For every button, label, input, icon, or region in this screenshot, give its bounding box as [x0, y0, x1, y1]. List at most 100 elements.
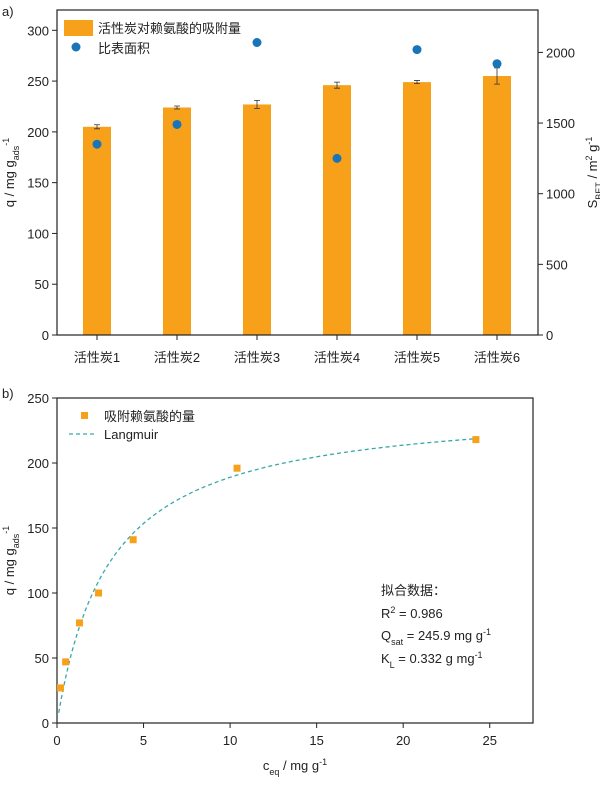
label-part: K [381, 651, 390, 666]
error-bar [174, 105, 180, 110]
label-part: ads [11, 533, 21, 548]
x-tick-label: 活性炭4 [314, 350, 360, 365]
y-tick-label: 0 [42, 716, 49, 731]
x-tick-label: 25 [482, 733, 496, 748]
y-tick-label: 200 [27, 125, 49, 140]
x-tick-label: 活性炭1 [74, 350, 120, 365]
y-tick-label: 50 [35, 277, 49, 292]
data-point [92, 139, 102, 149]
label-part: R [381, 606, 390, 621]
y-axis-label: q / mg gads-1 [1, 138, 21, 208]
x-tick-label: 活性炭6 [474, 350, 520, 365]
label-part: c [263, 758, 270, 773]
data-point [76, 619, 84, 627]
y-axis-label: q / mg gads-1 [1, 526, 21, 596]
fit-r2: R2 = 0.986 [381, 605, 443, 621]
error-bar [94, 124, 100, 130]
x-tick-label: 10 [223, 733, 237, 748]
label-part: eq [269, 767, 279, 777]
label-part: = 245.9 mg g [403, 628, 483, 643]
data-point [233, 464, 241, 472]
label-part: = 0.332 g mg [395, 651, 475, 666]
x-tick-label: 20 [396, 733, 410, 748]
fit-kl: KL = 0.332 g mg-1 [381, 650, 483, 670]
data-point [332, 153, 342, 163]
y2-tick-label: 0 [546, 328, 553, 343]
label-part: 2 [584, 155, 594, 160]
label-part: S [585, 199, 600, 208]
x-tick-label: 15 [309, 733, 323, 748]
data-point [492, 59, 502, 69]
bar [403, 82, 431, 335]
panel-label-a: a) [2, 4, 14, 19]
legend-label: 吸附赖氨酸的量 [104, 409, 195, 424]
y-tick-label: 50 [35, 651, 49, 666]
label-part: q / mg g [2, 548, 17, 595]
error-bar [254, 99, 260, 109]
y-tick-label: 0 [42, 328, 49, 343]
label-part: -1 [1, 526, 11, 534]
label-part: / mg g [279, 758, 319, 773]
x-tick-label: 活性炭2 [154, 350, 200, 365]
legend-dot-swatch [71, 42, 81, 52]
data-point [252, 38, 262, 47]
y2-tick-label: 500 [546, 257, 568, 272]
label-part: q / mg g [2, 160, 17, 207]
y2-tick-label: 1500 [546, 116, 575, 131]
error-bar [334, 81, 340, 89]
bar [243, 104, 271, 335]
label-part: Q [381, 628, 391, 643]
y-tick-label: 250 [27, 74, 49, 89]
legend-square-swatch [81, 412, 88, 419]
label-part: sat [391, 637, 404, 647]
y-tick-label: 150 [27, 521, 49, 536]
label-part: = 0.986 [395, 606, 442, 621]
legend-label: 活性炭对赖氨酸的吸附量 [98, 21, 241, 36]
bar [83, 126, 111, 335]
y2-axis-label: SBET / m2 g-1 [584, 137, 600, 209]
data-point [472, 436, 480, 444]
bar [483, 76, 511, 335]
y-tick-label: 100 [27, 226, 49, 241]
y-tick-label: 200 [27, 456, 49, 471]
data-point [129, 536, 137, 544]
label-part: -1 [483, 627, 491, 637]
label-part: L [390, 660, 395, 670]
y2-tick-label: 1000 [546, 187, 575, 202]
x-axis-label: ceq / mg g-1 [263, 757, 327, 777]
data-point [95, 589, 103, 597]
y2-tick-label: 2000 [546, 45, 575, 60]
panel-label-b: b) [2, 386, 14, 401]
fit-qsat: Qsat = 245.9 mg g-1 [381, 627, 491, 647]
data-point [56, 684, 64, 692]
legend-label: 比表面积 [98, 41, 150, 56]
legend-bar-swatch [64, 20, 93, 36]
y-tick-label: 150 [27, 176, 49, 191]
x-tick-label: 0 [53, 733, 60, 748]
y-tick-label: 250 [27, 391, 49, 406]
y-tick-label: 100 [27, 586, 49, 601]
bar [163, 107, 191, 335]
legend-label: Langmuir [104, 427, 159, 442]
x-tick-label: 5 [140, 733, 147, 748]
plot-frame [56, 397, 534, 724]
label-part: -1 [319, 757, 327, 767]
error-bar [414, 80, 420, 85]
label-part: g [585, 145, 600, 156]
label-part: ads [11, 145, 21, 160]
label-part: BET [594, 182, 600, 200]
langmuir-fit-line [58, 438, 476, 713]
fit-annotation-title: 拟合数据： [381, 583, 446, 598]
x-tick-label: 活性炭3 [234, 350, 280, 365]
label-part: 2 [390, 605, 395, 615]
x-tick-label: 活性炭5 [394, 350, 440, 365]
label-part: -1 [475, 650, 483, 660]
plot-frame [56, 9, 539, 336]
data-point [412, 45, 422, 55]
label-part: -1 [584, 137, 594, 145]
label-part: / m [585, 161, 600, 183]
data-point [172, 119, 182, 129]
y-tick-label: 300 [27, 23, 49, 38]
bar [323, 85, 351, 335]
